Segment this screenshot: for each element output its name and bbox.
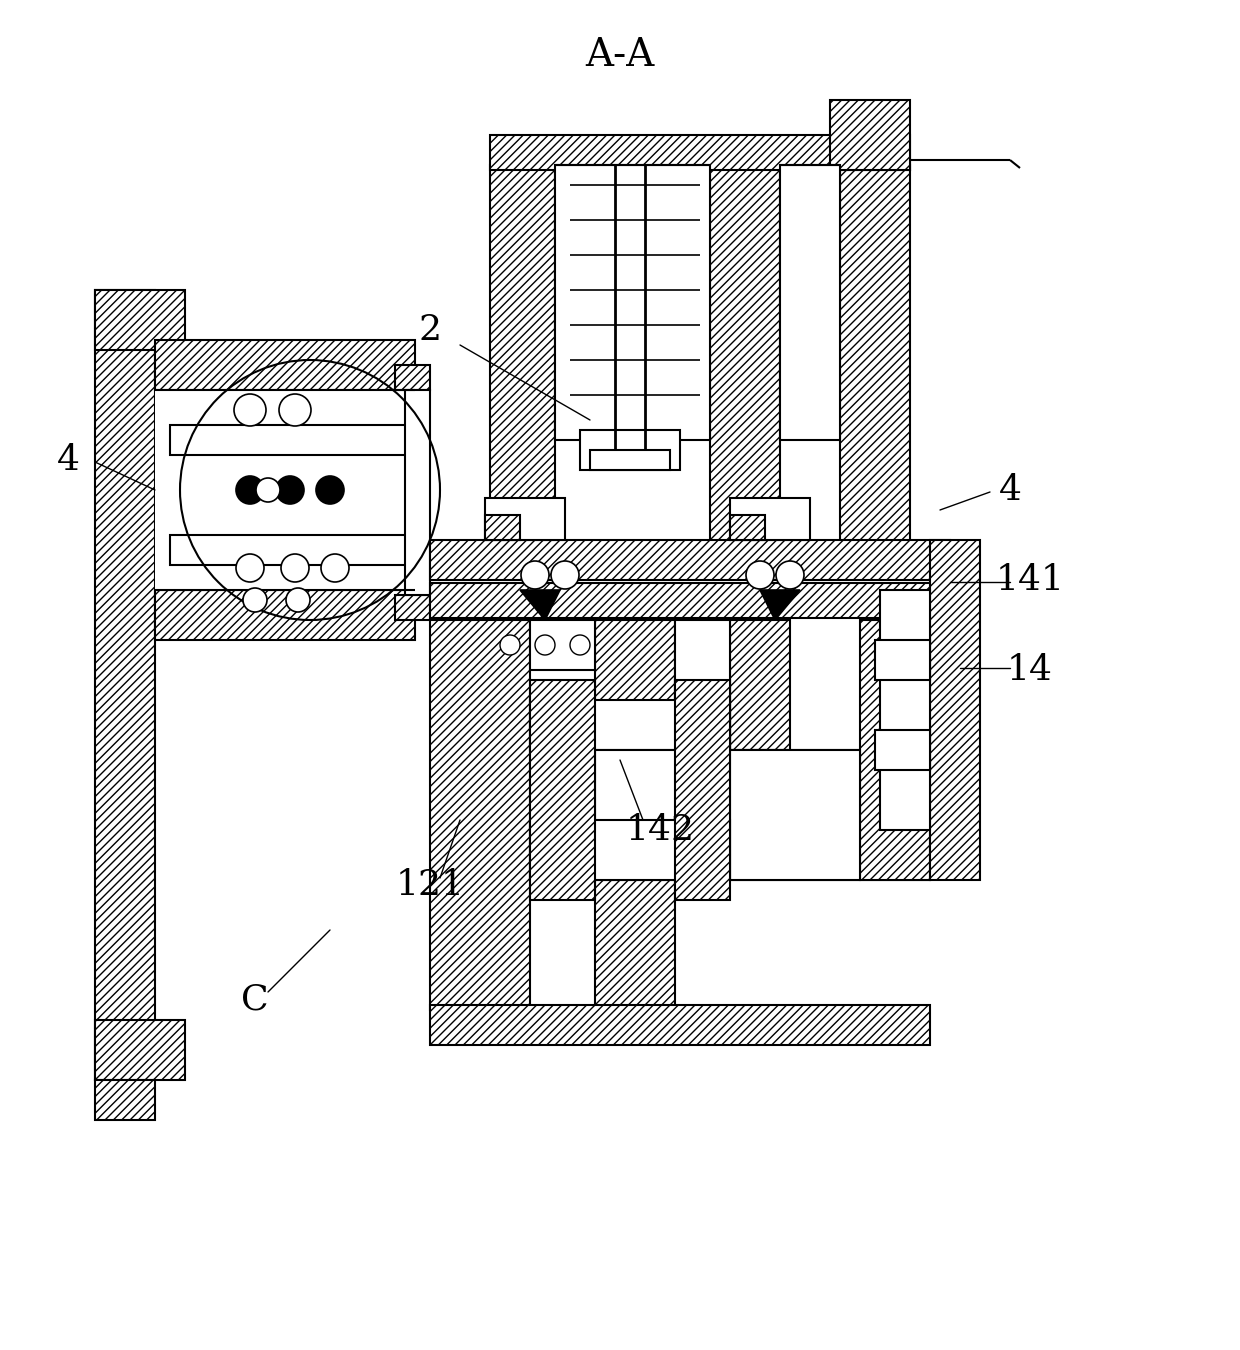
Circle shape: [534, 634, 556, 655]
Bar: [730, 498, 810, 540]
Circle shape: [236, 477, 264, 504]
Circle shape: [236, 554, 264, 582]
Bar: [430, 620, 529, 1010]
Bar: [580, 431, 680, 470]
Bar: [730, 514, 765, 540]
Bar: [430, 540, 950, 580]
Circle shape: [234, 394, 267, 427]
Bar: [730, 751, 930, 880]
Bar: [170, 425, 410, 455]
Bar: [711, 165, 780, 555]
Bar: [529, 701, 730, 751]
Bar: [880, 590, 930, 830]
Bar: [529, 819, 730, 880]
Circle shape: [521, 562, 549, 589]
Bar: [95, 1080, 155, 1120]
Bar: [875, 640, 930, 680]
Bar: [675, 680, 730, 900]
Bar: [780, 165, 839, 440]
Circle shape: [500, 634, 520, 655]
Bar: [675, 751, 861, 880]
Circle shape: [286, 589, 310, 612]
Polygon shape: [520, 590, 560, 620]
Circle shape: [279, 394, 311, 427]
Bar: [839, 165, 910, 555]
Circle shape: [321, 554, 348, 582]
Bar: [155, 340, 415, 390]
Circle shape: [570, 634, 590, 655]
Bar: [95, 290, 185, 350]
Text: 4: 4: [57, 443, 79, 477]
Bar: [590, 450, 670, 470]
Polygon shape: [760, 590, 800, 620]
Bar: [556, 165, 711, 440]
Text: 2: 2: [419, 313, 441, 347]
Bar: [95, 1021, 185, 1080]
Bar: [170, 535, 410, 566]
Circle shape: [243, 589, 267, 612]
Bar: [95, 290, 155, 1080]
Bar: [730, 620, 790, 751]
Text: A-A: A-A: [585, 36, 655, 73]
Bar: [485, 498, 565, 540]
Bar: [529, 620, 595, 670]
Circle shape: [746, 562, 774, 589]
Text: C: C: [242, 983, 269, 1017]
Bar: [405, 390, 430, 595]
Bar: [595, 620, 675, 1010]
Circle shape: [551, 562, 579, 589]
Bar: [830, 100, 910, 170]
Text: 4: 4: [998, 472, 1022, 508]
Text: 121: 121: [396, 868, 465, 902]
Circle shape: [316, 477, 343, 504]
Text: 141: 141: [996, 563, 1064, 597]
Bar: [529, 680, 595, 900]
Text: 142: 142: [625, 813, 694, 846]
Bar: [595, 751, 730, 880]
Circle shape: [281, 554, 309, 582]
Bar: [490, 165, 556, 555]
Bar: [485, 514, 520, 540]
Circle shape: [255, 478, 280, 502]
Bar: [861, 620, 930, 880]
Circle shape: [277, 477, 304, 504]
Bar: [430, 1004, 930, 1045]
Bar: [155, 590, 415, 640]
Bar: [875, 730, 930, 769]
Bar: [396, 364, 430, 390]
Bar: [430, 583, 950, 618]
Bar: [490, 135, 910, 170]
Bar: [155, 390, 415, 590]
Text: 14: 14: [1007, 653, 1053, 687]
Bar: [675, 620, 730, 751]
Bar: [396, 595, 430, 620]
Circle shape: [776, 562, 804, 589]
Bar: [930, 540, 980, 880]
